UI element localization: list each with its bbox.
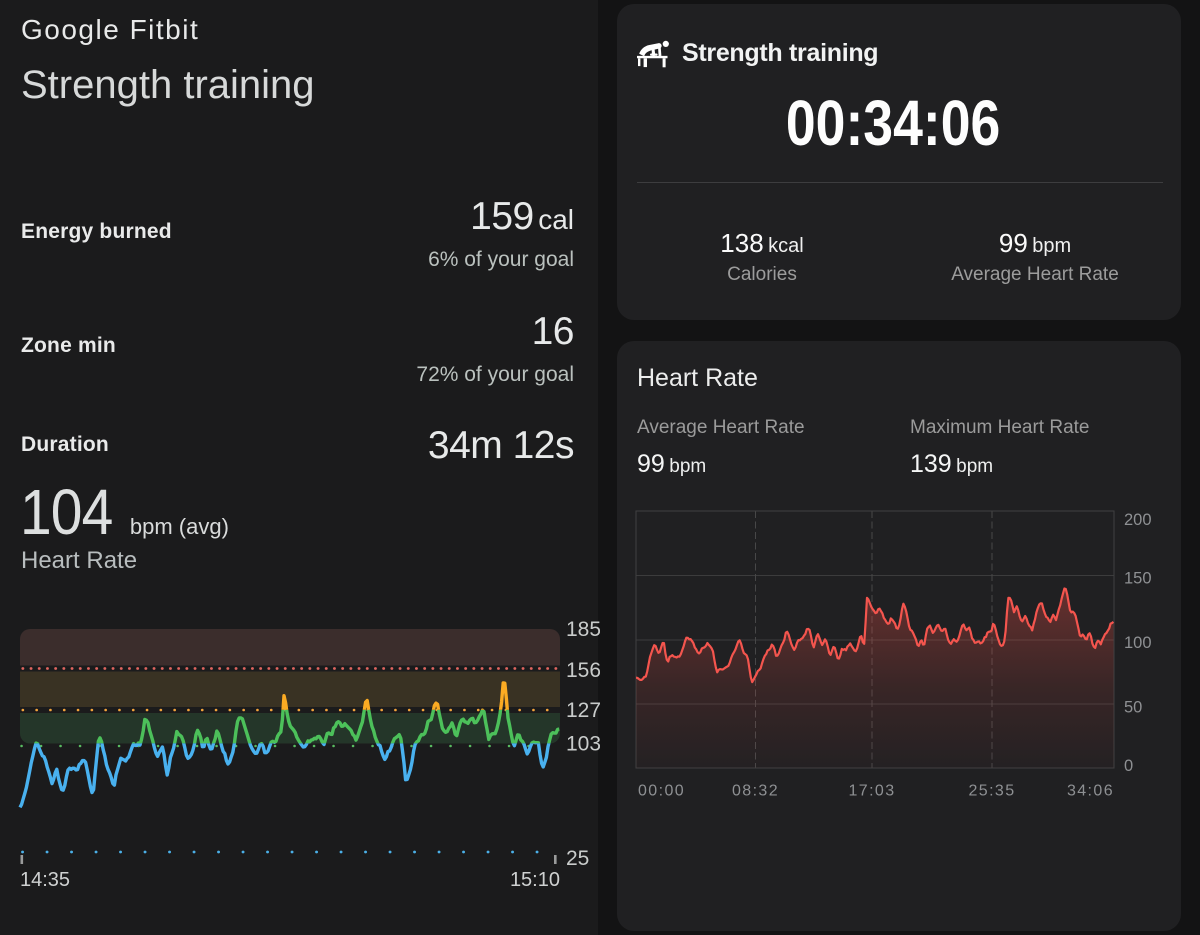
- svg-text:25:35: 25:35: [968, 783, 1015, 800]
- svg-text:200: 200: [1124, 511, 1152, 529]
- svg-text:0: 0: [1124, 757, 1133, 775]
- svg-text:00:00: 00:00: [638, 783, 685, 800]
- svg-text:185: 185: [566, 618, 600, 641]
- svg-text:127: 127: [566, 699, 600, 722]
- svg-text:34:06: 34:06: [1067, 783, 1114, 800]
- svg-text:100: 100: [1124, 634, 1152, 652]
- svg-text:17:03: 17:03: [848, 783, 895, 800]
- svg-text:15:10: 15:10: [510, 869, 560, 891]
- svg-text:50: 50: [1124, 699, 1142, 717]
- svg-text:156: 156: [566, 659, 600, 682]
- svg-text:25: 25: [566, 847, 589, 870]
- svg-text:14:35: 14:35: [20, 869, 70, 891]
- svg-text:103: 103: [566, 733, 600, 756]
- svg-text:150: 150: [1124, 569, 1152, 587]
- svg-text:08:32: 08:32: [732, 783, 779, 800]
